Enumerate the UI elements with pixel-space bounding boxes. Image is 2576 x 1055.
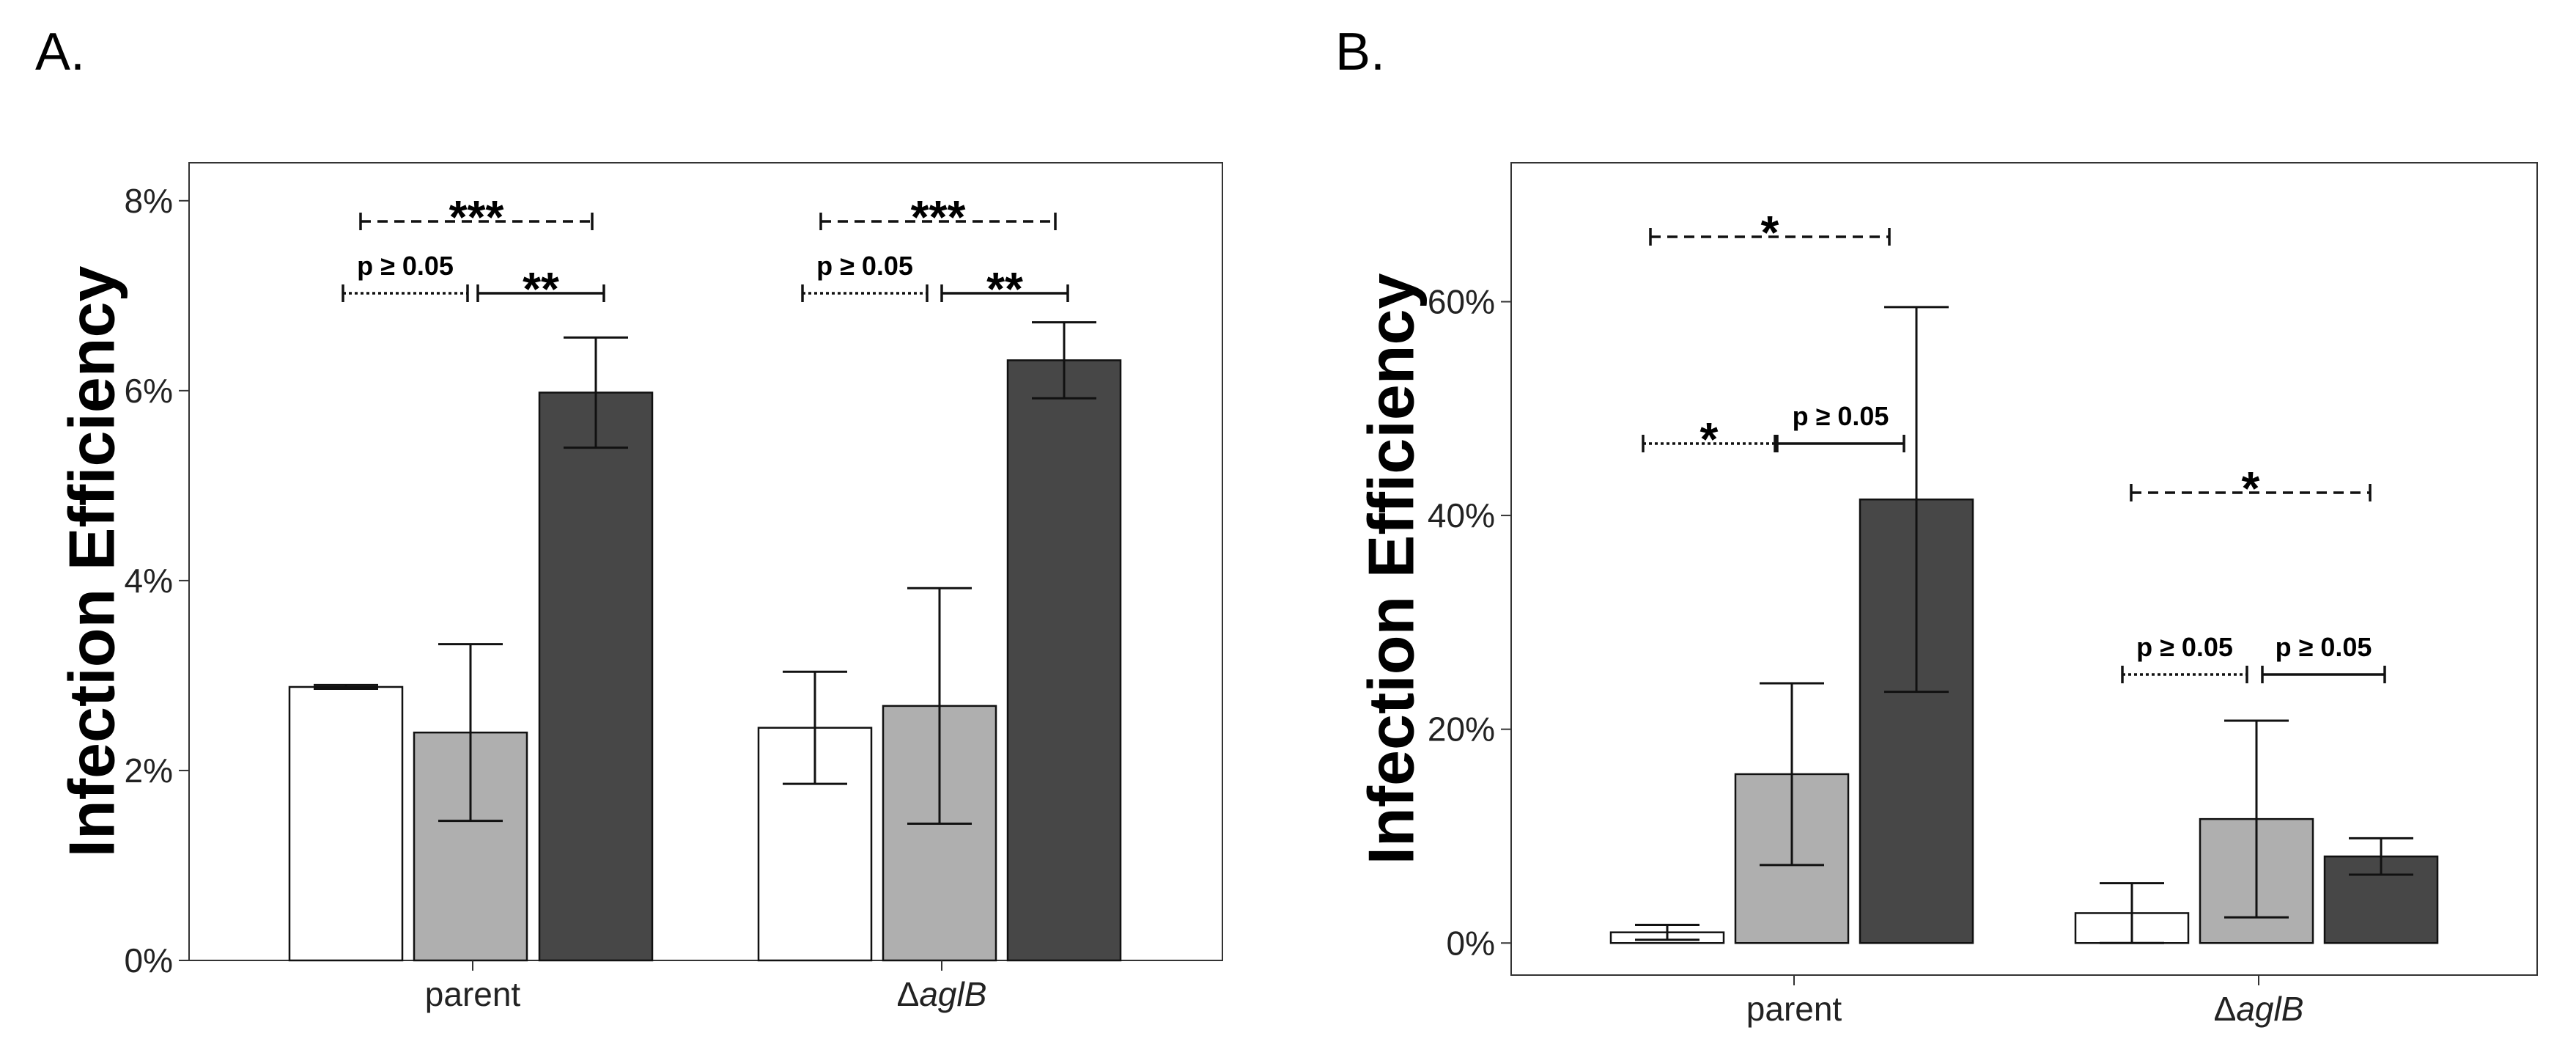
plot-frame — [1510, 162, 2538, 976]
significance-stars: ** — [523, 262, 559, 315]
error-bar — [438, 643, 503, 823]
significance-p-label: p ≥ 0.05 — [816, 251, 913, 281]
error-bar — [564, 336, 628, 449]
significance-p-label: p ≥ 0.05 — [2136, 632, 2233, 662]
significance-stars: *** — [449, 191, 504, 243]
error-bar — [2100, 882, 2164, 944]
panel-letter: B. — [1335, 23, 1385, 81]
error-bar — [783, 670, 847, 785]
error-bar — [2224, 719, 2289, 919]
significance-bracket — [819, 213, 1057, 230]
significance-bracket — [1649, 228, 1891, 246]
significance-stars: *** — [911, 191, 966, 243]
significance-bracket — [940, 284, 1069, 302]
y-tick-label: 0% — [1447, 924, 1495, 962]
plot-frame — [188, 162, 1223, 961]
significance-bracket — [342, 284, 469, 302]
significance-p-label: p ≥ 0.05 — [2276, 632, 2372, 662]
significance-bracket — [2130, 484, 2372, 501]
x-tick-label: parent — [425, 975, 521, 1013]
x-tick-label: ΔaglB — [2214, 990, 2304, 1028]
error-bar — [314, 683, 378, 691]
error-bar — [1884, 306, 1949, 694]
x-tick-label: parent — [1746, 990, 1842, 1028]
y-tick-label: 40% — [1428, 496, 1495, 534]
significance-bracket — [1642, 435, 1776, 452]
significance-stars: * — [1700, 413, 1719, 466]
y-tick-label: 2% — [125, 751, 173, 790]
bar-parent-2 — [413, 731, 528, 962]
significance-bracket — [801, 284, 929, 302]
x-tick-label: ΔaglB — [897, 975, 987, 1013]
chart-panel-a: A. Infection Efficiency 0% 2% 4% 6% 8% parent **… — [35, 23, 1223, 1013]
significance-bracket — [2121, 666, 2248, 683]
chart-panel-b: B. Infection Efficiency 0% 20% 40% 60% parent *… — [1335, 23, 2538, 1028]
error-bar — [1760, 682, 1824, 867]
y-tick-label: 20% — [1428, 710, 1495, 749]
y-axis-label: Infection Efficiency — [56, 266, 128, 858]
error-bar — [2349, 837, 2413, 876]
y-tick-label: 0% — [125, 941, 173, 979]
bar-parent-1 — [288, 685, 404, 962]
y-tick-label: 4% — [125, 562, 173, 600]
significance-bracket — [1776, 435, 1905, 452]
error-bar — [907, 587, 972, 825]
error-bar — [1635, 923, 1700, 941]
significance-stars: * — [1761, 206, 1779, 259]
y-tick-label: 6% — [125, 372, 173, 410]
bar-aglb-3 — [1006, 359, 1122, 962]
significance-stars: * — [2242, 462, 2260, 515]
y-tick-label: 8% — [125, 182, 173, 220]
y-axis-label: Infection Efficiency — [1355, 273, 1428, 865]
significance-bracket — [359, 213, 594, 230]
significance-p-label: p ≥ 0.05 — [1793, 401, 1889, 431]
panel-letter: A. — [35, 23, 85, 81]
bar-parent-3 — [538, 392, 654, 962]
significance-bracket — [2261, 666, 2386, 683]
significance-p-label: p ≥ 0.05 — [357, 251, 454, 281]
error-bar — [1032, 321, 1096, 400]
y-tick-label: 60% — [1428, 283, 1495, 321]
significance-bracket — [476, 284, 605, 302]
significance-stars: ** — [986, 262, 1023, 315]
